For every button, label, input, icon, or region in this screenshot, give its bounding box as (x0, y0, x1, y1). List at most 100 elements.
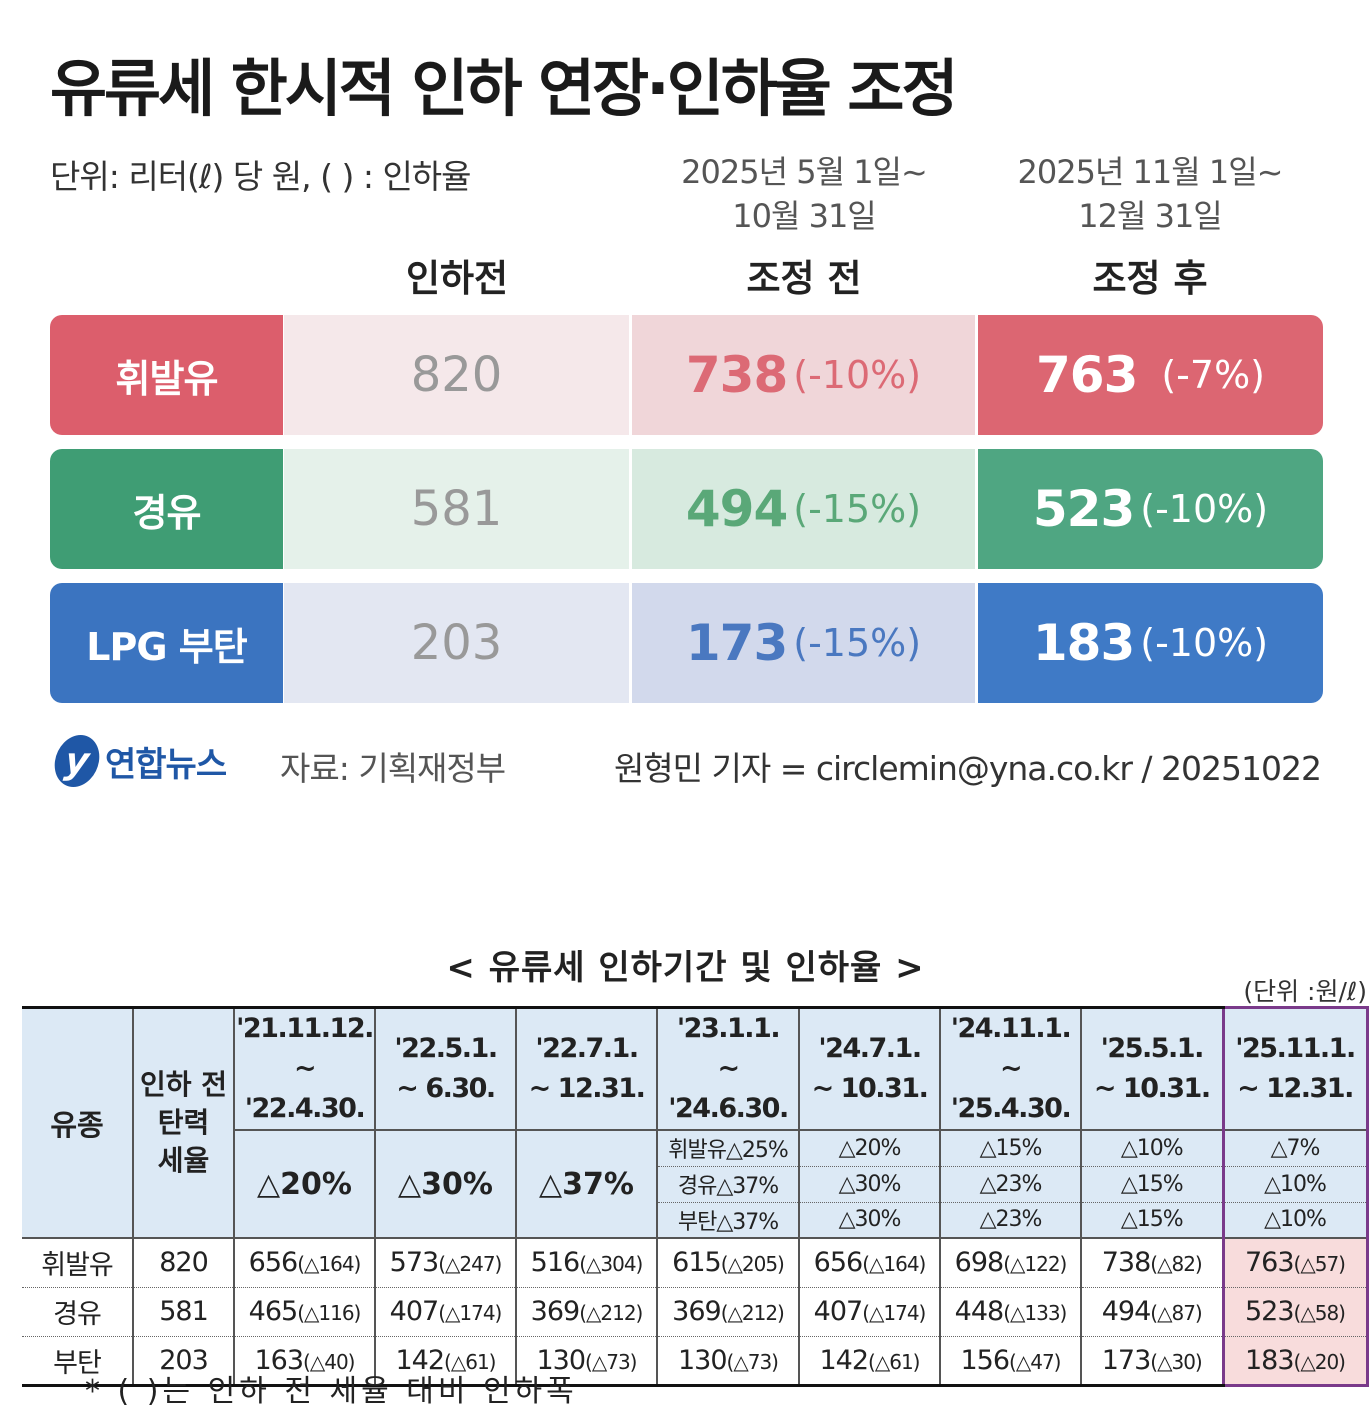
fuel-adj2: 183 (-10%) (975, 583, 1323, 703)
rate-cell: △30% (375, 1130, 517, 1239)
fuel-adj1: 738 (-10%) (629, 315, 975, 435)
fuel-adj2-value: 183 (1032, 614, 1135, 672)
period-end: ~ '22.4.30. (244, 1053, 366, 1124)
unit-note: 단위: 리터(ℓ) 당 원, ( ) : 인하율 (50, 157, 472, 196)
rate-cell: △10% (1221, 1166, 1369, 1203)
period-header: '23.1.1. ~ '24.6.30. (657, 1006, 800, 1131)
value: 369 (672, 1296, 722, 1327)
value-cut: (△174) (862, 1301, 926, 1325)
value-cut: (△30) (1150, 1349, 1202, 1374)
value-cell: 407(△174) (375, 1287, 517, 1337)
value-cell: 615(△205) (657, 1238, 800, 1288)
value: 656 (813, 1247, 864, 1279)
rate-cell: △7% (1221, 1130, 1369, 1167)
value-cut: (△247) (438, 1252, 502, 1277)
period-header: '21.11.12. ~ '22.4.30. (234, 1006, 376, 1131)
reporter-credit: 원형민 기자 = circlemin@yna.co.kr / 20251022 (613, 749, 1322, 788)
value-cut: (△82) (1150, 1252, 1202, 1277)
row-base: 203 (133, 1336, 235, 1387)
period-adj1: 2025년 5월 1일~ 10월 31일 (632, 150, 976, 238)
period-start: '21.11.12. (236, 1013, 374, 1044)
value-cut: (△304) (579, 1252, 643, 1277)
value-cell: 738(△82) (1081, 1238, 1224, 1288)
rate-cell: △30% (799, 1202, 941, 1239)
row-base: 581 (133, 1287, 235, 1337)
value-cut: (△47) (1009, 1349, 1061, 1374)
value: 448 (954, 1296, 1005, 1327)
table2-footnote: * ( )는 인하 전 세율 대비 인하폭 (85, 1374, 578, 1409)
period-start: '25.11.1. (1235, 1033, 1356, 1064)
yonhap-logo-icon: y (51, 735, 103, 787)
period-header: '22.7.1. ~ 12.31. (516, 1006, 658, 1131)
value: 523 (1245, 1296, 1295, 1327)
value: 573 (389, 1247, 440, 1279)
value-cell: 156(△47) (940, 1336, 1082, 1387)
value-cell: 465(△116) (234, 1287, 376, 1337)
value-cut: (△57) (1293, 1252, 1346, 1277)
fuel-adj1: 494 (-15%) (629, 449, 975, 569)
fuel-adj2-value: 523 (1032, 480, 1135, 538)
table2-unit: (단위 :원/ℓ) (1243, 977, 1367, 1006)
rate-cell: △20% (799, 1130, 941, 1167)
rate-cell: △10% (1221, 1202, 1369, 1239)
source-note: 자료: 기획재정부 (280, 749, 506, 788)
value-cell: 698(△122) (940, 1238, 1082, 1288)
value: 407 (389, 1296, 440, 1327)
header-base-line2: 탄력 (157, 1106, 210, 1139)
value-cut: (△164) (297, 1252, 361, 1277)
value-cut: (△205) (720, 1252, 785, 1277)
value-cell: 407(△174) (799, 1287, 941, 1337)
period-start: '24.7.1. (818, 1033, 922, 1064)
value-cut: (△61) (444, 1349, 496, 1374)
period-adj1-line1: 2025년 5월 1일~ (681, 153, 928, 191)
value-cell: 130(△73) (657, 1336, 800, 1387)
rate-cell: 부탄△37% (657, 1202, 800, 1239)
period-end: ~ 10.31. (1093, 1073, 1211, 1104)
value-cut: (△133) (1003, 1301, 1067, 1325)
period-end: ~ 12.31. (1237, 1073, 1354, 1104)
value: 173 (1101, 1344, 1152, 1376)
value-cut: (△73) (726, 1349, 779, 1374)
value: 465 (248, 1296, 299, 1327)
fuel-row-diesel: 경유 581 494 (-15%) 523 (-10%) (50, 449, 1323, 569)
period-header: '24.11.1. ~ '25.4.30. (940, 1006, 1082, 1131)
fuel-adj1-pct: (-15%) (793, 621, 922, 665)
fuel-adj1-pct: (-15%) (793, 487, 922, 531)
value-cut: (△61) (868, 1349, 920, 1374)
value-cell-highlighted: 523(△58) (1221, 1287, 1369, 1337)
table-row: 부탄 203 163(△40) 142(△61) 130(△73) 130(△7… (22, 1336, 1369, 1387)
rate-cell: △15% (940, 1130, 1082, 1167)
fuel-name: LPG 부탄 (50, 583, 283, 703)
fuel-adj1-pct: (-10%) (793, 353, 922, 397)
fuel-adj1-value: 494 (685, 480, 788, 538)
period-start: '22.5.1. (394, 1033, 498, 1064)
rate-cell: △15% (1081, 1202, 1224, 1239)
period-adj2-line2: 12월 31일 (1078, 197, 1223, 235)
column-header-adj2: 조정 후 (1092, 257, 1208, 300)
rate-cell: △20% (234, 1130, 376, 1239)
value-cut: (△212) (720, 1301, 785, 1325)
value-cell: 142(△61) (799, 1336, 941, 1387)
value: 494 (1101, 1296, 1152, 1327)
rate-cell: △30% (799, 1166, 941, 1203)
value-cut: (△122) (1003, 1252, 1067, 1277)
value-cell-highlighted: 763(△57) (1221, 1238, 1369, 1288)
value: 156 (960, 1344, 1011, 1376)
rate-cell: △23% (940, 1166, 1082, 1203)
fuel-name: 휘발유 (50, 315, 283, 435)
fuel-row-gasoline: 휘발유 820 738 (-10%) 763 (-7%) (50, 315, 1323, 435)
value: 516 (530, 1247, 581, 1279)
page-title: 유류세 한시적 인하 연장·인하율 조정 (50, 52, 958, 125)
row-base: 820 (133, 1238, 235, 1288)
fuel-adj2-pct: (-10%) (1140, 621, 1269, 665)
value-cell: 173(△30) (1081, 1336, 1224, 1387)
row-fuel: 휘발유 (22, 1238, 134, 1288)
fuel-adj1-value: 173 (685, 614, 788, 672)
rate-cell: △10% (1081, 1130, 1224, 1167)
value-cut: (△164) (862, 1252, 926, 1277)
value-cut: (△20) (1293, 1349, 1346, 1374)
value-cut: (△212) (579, 1301, 643, 1325)
header-base-rate: 인하 전 탄력 세율 (133, 1006, 235, 1239)
value: 142 (819, 1344, 870, 1376)
period-header-highlighted: '25.11.1. ~ 12.31. (1221, 1006, 1369, 1131)
